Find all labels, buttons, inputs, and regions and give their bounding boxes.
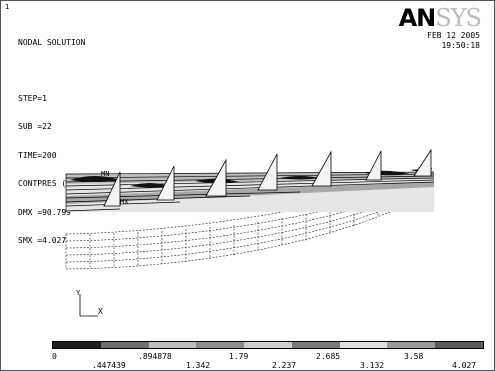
triad-y-label: Y: [76, 289, 81, 297]
legend-swatch-7: [387, 342, 436, 348]
legend-value-4: 1.79: [229, 352, 249, 361]
legend-value-6: 2.685: [316, 352, 341, 361]
legend-swatch-6: [339, 342, 388, 348]
legend-swatch-2: [148, 342, 197, 348]
logo-sys: SYS: [435, 4, 482, 32]
timestamp: FEB 12 2005 19:50:18: [427, 31, 480, 51]
info-step: STEP=1: [18, 93, 47, 103]
info-time: TIME=200: [18, 150, 57, 160]
legend-value-3: 1.342: [186, 361, 211, 370]
date-label: FEB 12 2005: [427, 31, 480, 40]
contour-legend-bar: [52, 341, 484, 349]
legend-swatch-8: [435, 342, 484, 348]
solution-title: NODAL SOLUTION: [18, 38, 86, 47]
legend-swatch-4: [244, 342, 292, 348]
legend-value-2: .894878: [138, 352, 172, 361]
ansys-logo: ANSYS: [398, 4, 482, 32]
legend-swatch-3: [196, 342, 245, 348]
legend-swatch-5: [291, 342, 340, 348]
legend-value-5: 2.237: [272, 361, 297, 370]
legend-value-8: 3.58: [404, 352, 424, 361]
window-number: 1: [5, 3, 10, 11]
info-dmx: DMX =90.799: [18, 207, 71, 217]
min-marker: MN: [101, 170, 109, 178]
legend-swatch-0: [53, 342, 101, 348]
time-label: 19:50:18: [441, 41, 480, 50]
legend-value-7: 3.132: [360, 361, 385, 370]
info-smx: SMX =4.027: [18, 236, 67, 245]
legend-value-9: 4.027: [452, 361, 477, 370]
logo-an: AN: [398, 4, 437, 32]
info-sub: SUB =22: [18, 122, 52, 131]
legend-swatch-1: [100, 342, 149, 348]
max-marker: MX: [120, 198, 129, 206]
axis-triad: Y X: [74, 288, 114, 324]
legend-value-1: .447439: [92, 361, 126, 370]
legend-value-0: 0: [52, 352, 57, 361]
triad-x-label: X: [98, 307, 103, 316]
contour-body: [65, 148, 435, 212]
